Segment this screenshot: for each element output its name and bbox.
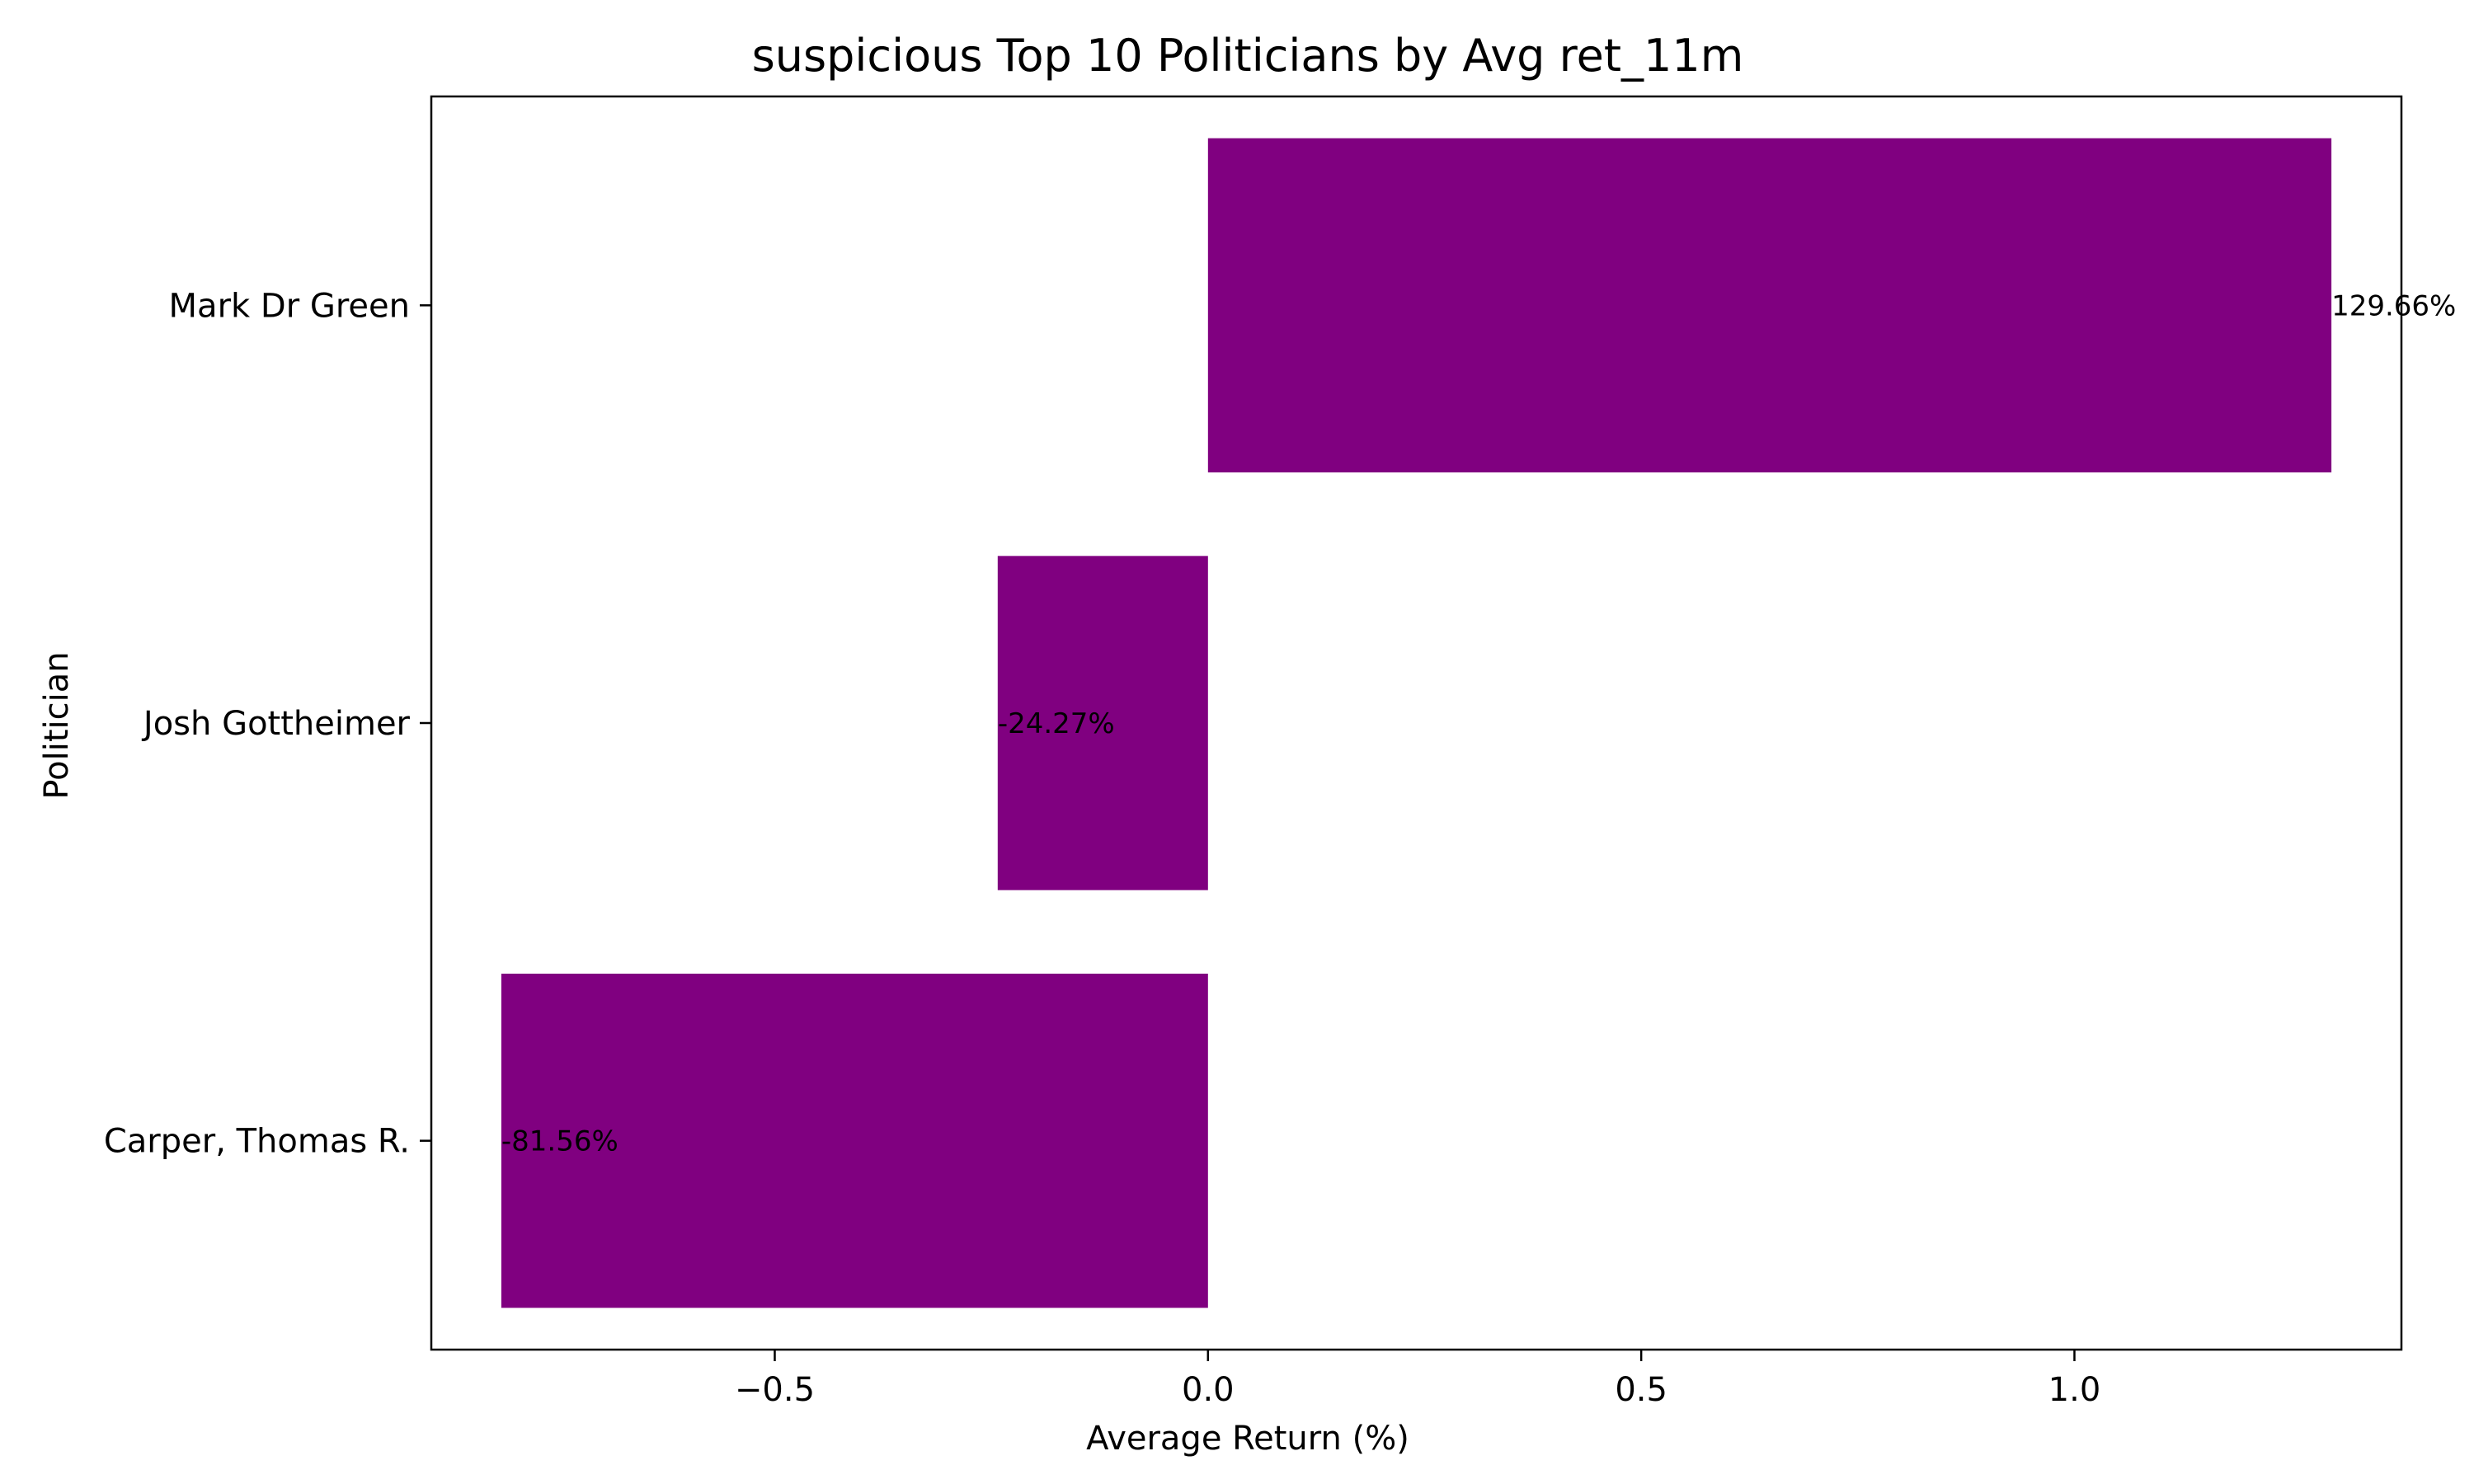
bars-layer (501, 138, 2332, 1308)
y-axis-title: Politician (38, 651, 76, 799)
data-labels-layer: 129.66% -24.27% -81.56% (501, 289, 2456, 1158)
chart-title: suspicious Top 10 Politicians by Avg ret… (752, 30, 1744, 82)
bar-mark-dr-green (1207, 138, 2332, 472)
x-axis-title: Average Return (%) (1086, 1420, 1409, 1458)
data-label-mark-dr-green: 129.66% (2331, 289, 2456, 322)
x-tick-label: −0.5 (735, 1371, 815, 1409)
data-label-carper-thomas-r: -81.56% (501, 1125, 618, 1158)
y-tick-label: Carper, Thomas R. (104, 1123, 410, 1161)
y-tick-label: Mark Dr Green (169, 287, 410, 325)
y-axis: Mark Dr Green Josh Gottheimer Carper, Thom… (104, 287, 431, 1161)
y-tick-label: Josh Gottheimer (141, 705, 411, 743)
data-label-josh-gottheimer: -24.27% (998, 707, 1115, 740)
x-tick-label: 1.0 (2048, 1371, 2101, 1409)
x-axis: −0.5 0.0 0.5 1.0 (735, 1350, 2100, 1409)
bar-josh-gottheimer (997, 556, 1208, 890)
x-tick-label: 0.0 (1182, 1371, 1235, 1409)
x-tick-label: 0.5 (1615, 1371, 1667, 1409)
bar-carper-thomas-r (501, 974, 1208, 1308)
